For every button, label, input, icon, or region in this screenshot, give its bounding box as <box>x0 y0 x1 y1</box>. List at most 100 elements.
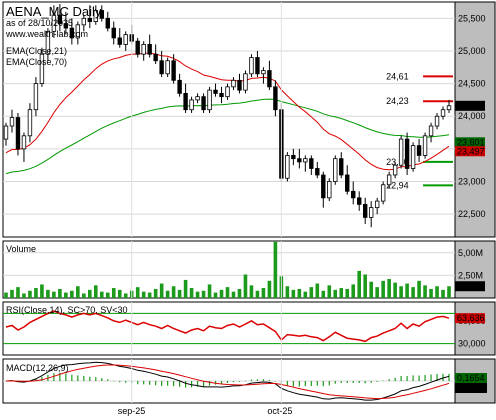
volume-bar <box>321 290 326 298</box>
volume-bar <box>82 293 86 298</box>
volume-bar <box>213 292 218 298</box>
volume-bar <box>309 287 314 298</box>
candle-body <box>243 73 248 91</box>
volume-bars <box>4 241 451 298</box>
volume-bar <box>111 288 116 298</box>
macd-histogram-bar <box>406 376 408 381</box>
macd-histogram-bar <box>107 379 109 381</box>
ema-lines <box>5 52 450 175</box>
macd-histogram-bar <box>173 381 175 387</box>
candle-body <box>339 158 344 176</box>
volume-bar <box>411 287 415 298</box>
volume-bar <box>345 288 350 298</box>
macd-histogram-bar <box>238 381 241 382</box>
volume-bar <box>405 283 409 298</box>
candle-body <box>416 145 422 156</box>
macd-histogram-bar <box>358 381 360 383</box>
date-axis: sep-25 oct-25 <box>118 2 292 416</box>
volume-bar <box>141 291 146 298</box>
macd-histogram-bar <box>448 373 450 381</box>
macd-badge <box>455 373 487 383</box>
volume-bar <box>4 292 8 298</box>
volume-bar <box>135 287 140 298</box>
volume-bar <box>369 281 373 298</box>
candle-body <box>27 109 33 137</box>
candle-body <box>297 158 302 163</box>
volume-bar <box>147 292 152 298</box>
volume-bar <box>105 292 110 298</box>
macd-histogram-bar <box>5 381 7 382</box>
candle-body <box>327 181 332 199</box>
volume-bar <box>363 274 367 298</box>
candle-body <box>183 92 188 111</box>
candle-body <box>105 17 110 29</box>
price-badge-label: 23,497 <box>457 146 485 156</box>
macd-histogram-bar <box>418 375 420 381</box>
candle-body <box>33 83 39 111</box>
candle-body <box>39 53 45 84</box>
candle-body <box>75 24 81 39</box>
macd-histogram-bar <box>292 381 294 387</box>
price-badge <box>455 146 485 157</box>
volume-bar <box>34 288 38 298</box>
candle-body <box>309 158 314 169</box>
volume-bar <box>381 280 385 298</box>
candle-body <box>380 184 386 202</box>
volume-bar <box>447 286 451 298</box>
volume-bar <box>339 288 344 298</box>
macd-histogram-bar <box>286 381 288 387</box>
volume-bar <box>237 288 242 298</box>
volume-pane-title: Volume <box>6 244 36 254</box>
level-label: 24,23 <box>386 96 409 106</box>
volume-bar <box>351 284 356 298</box>
macd-histogram-bar <box>149 381 151 385</box>
candle-body <box>189 99 194 111</box>
macd-histogram-bar <box>113 380 115 382</box>
date-tick-label: oct-25 <box>267 406 292 416</box>
volume-bar <box>117 289 122 298</box>
volume-bar <box>159 283 164 298</box>
volume-bar <box>267 280 272 298</box>
candle-body <box>99 10 104 19</box>
ema70-label: EMA(Close,70) <box>6 57 67 67</box>
ema70-line <box>5 98 450 175</box>
volume-bar <box>195 291 200 298</box>
volume-bar <box>303 291 308 298</box>
candle-body <box>386 174 392 186</box>
candle-body <box>404 138 410 169</box>
volume-bar <box>165 290 170 298</box>
volume-bar <box>88 289 92 298</box>
candle-body <box>135 40 140 55</box>
macd-histogram-bar <box>334 381 336 384</box>
candle-body <box>165 60 170 75</box>
support-resistance-levels: 24,61 24,23 23,30 22,94 <box>386 71 453 190</box>
chart-title: AENA_MC Daily <box>6 4 102 19</box>
price-tick-label: 24,500 <box>458 79 486 89</box>
candle-body <box>9 117 15 127</box>
candle-body <box>422 135 428 156</box>
level-label: 23,30 <box>386 157 409 167</box>
candlestick-series <box>3 3 452 228</box>
macd-histogram-bar <box>352 381 354 383</box>
volume-badge <box>455 281 485 292</box>
candle-body <box>440 109 446 117</box>
candle-body <box>428 125 434 137</box>
candle-body <box>171 60 176 81</box>
candle-body <box>249 57 254 75</box>
volume-bar <box>99 291 104 298</box>
volume-tick-label: 2,50M <box>458 270 483 280</box>
macd-pane-title: MACD(12,26,9) <box>6 363 69 373</box>
rsi-tick-label: 30,000 <box>458 339 486 349</box>
volume-bar <box>40 284 44 298</box>
volume-bar <box>171 286 176 298</box>
rsi-series <box>5 310 450 343</box>
volume-bar <box>297 288 302 298</box>
candle-body <box>117 37 122 45</box>
macd-signal-line <box>5 364 450 400</box>
candle-body <box>147 44 152 55</box>
macd-histogram-bar <box>89 376 91 381</box>
volume-bar <box>327 285 332 298</box>
candle-body <box>351 190 356 199</box>
volume-bar <box>219 289 224 298</box>
